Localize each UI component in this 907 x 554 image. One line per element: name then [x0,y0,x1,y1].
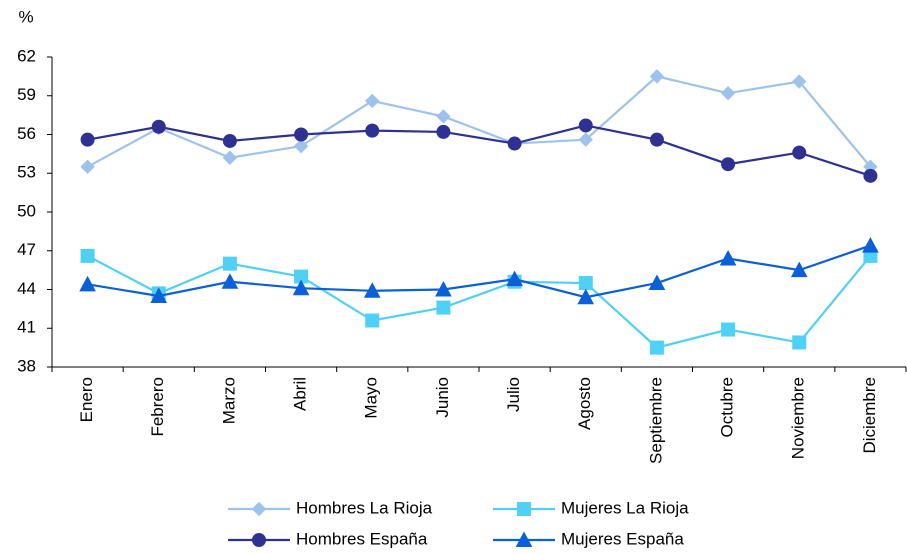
marker [863,168,878,183]
marker [507,136,522,151]
legend-item: Hombres España [228,529,428,548]
marker [790,261,808,278]
marker [648,274,666,291]
marker [150,287,168,303]
marker [222,133,237,148]
marker [517,502,531,516]
marker [515,531,533,547]
x-tick-label: Febrero [148,377,167,437]
marker [862,237,879,253]
marker [151,119,166,134]
marker [79,275,96,292]
x-tick-label: Agosto [575,377,594,430]
legend-item: Mujeres La Rioja [493,498,689,517]
marker [436,109,451,124]
marker [719,249,737,266]
marker [80,132,95,147]
marker [435,280,452,297]
y-tick-label: 47 [17,240,36,259]
marker [365,313,380,328]
marker [292,279,310,296]
marker [80,248,95,263]
legend-label: Mujeres La Rioja [561,498,689,517]
legend-item: Hombres La Rioja [228,498,433,517]
marker [436,124,451,139]
y-axis-label: % [18,7,33,26]
marker [792,74,807,89]
marker [720,85,736,101]
legend-label: Hombres La Rioja [296,498,433,517]
marker [365,93,380,109]
marker [363,282,381,298]
marker [721,157,736,172]
marker [294,127,309,142]
marker [222,256,237,271]
legend-item: Mujeres España [493,529,684,548]
marker [80,159,95,174]
legend-label: Mujeres España [561,529,684,548]
series-line [87,254,872,349]
y-tick-label: 41 [17,318,36,337]
marker [792,145,807,160]
x-tick-label: Octubre [718,377,737,437]
x-tick-label: Junio [433,377,452,418]
y-tick-label: 59 [17,85,36,104]
x-tick-label: Septiembre [646,377,665,464]
marker [578,276,593,291]
series-line [87,244,871,299]
y-tick-label: 53 [17,163,36,182]
marker [252,533,266,547]
marker [649,340,664,355]
marker [365,123,380,138]
marker [721,322,736,337]
x-tick-label: Marzo [219,377,238,424]
marker [792,335,807,350]
marker [221,273,239,289]
y-tick-label: 50 [17,201,36,220]
marker [578,132,593,147]
marker [578,118,593,133]
marker [649,69,665,84]
series-line [87,75,872,168]
x-tick-label: Mayo [362,377,381,419]
marker [436,300,451,315]
x-tick-label: Diciembre [860,377,879,454]
marker [577,288,595,305]
marker [293,138,309,154]
marker [222,150,238,165]
x-tick-label: Enero [77,377,96,422]
legend-label: Hombres España [296,529,428,548]
y-tick-label: 56 [17,124,36,143]
series-line [87,124,871,177]
marker [251,501,267,517]
marker [649,132,664,147]
y-tick-label: 44 [17,279,36,298]
marker [506,270,523,287]
x-tick-label: Julio [504,377,523,412]
y-tick-label: 62 [17,46,36,65]
x-tick-label: Abril [291,377,310,411]
y-tick-label: 38 [17,356,36,375]
x-tick-label: Noviembre [789,377,808,459]
